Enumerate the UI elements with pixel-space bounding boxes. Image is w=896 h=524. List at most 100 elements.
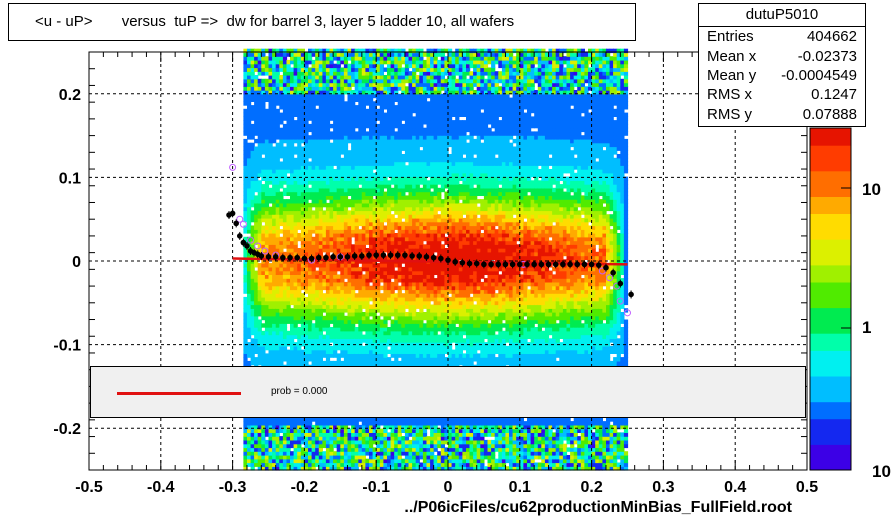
heatmap-cell <box>311 244 316 249</box>
heatmap-cell <box>329 202 334 208</box>
heatmap-cell <box>401 443 406 449</box>
heatmap-cell <box>304 443 309 449</box>
heatmap-cell <box>394 308 399 313</box>
heatmap-cell <box>300 342 305 347</box>
heatmap-cell <box>372 157 377 163</box>
heatmap-cell <box>336 187 341 193</box>
heatmap-cell <box>379 71 384 76</box>
heatmap-cell <box>401 112 406 117</box>
heatmap-cell <box>282 67 288 72</box>
heatmap-cell <box>347 71 352 76</box>
heatmap-cell <box>308 330 313 336</box>
heatmap-cell <box>397 458 402 464</box>
heatmap-cell <box>372 108 377 114</box>
heatmap-cell <box>369 428 374 433</box>
heatmap-cell <box>383 255 388 260</box>
heatmap-cell <box>394 296 399 302</box>
heatmap-cell <box>329 86 334 91</box>
heatmap-cell <box>408 172 413 178</box>
heatmap-cell <box>272 443 277 449</box>
heatmap-cell <box>347 101 352 106</box>
heatmap-cell <box>394 345 399 351</box>
heatmap-cell <box>379 266 384 272</box>
heatmap-cell <box>257 428 262 433</box>
heatmap-cell <box>279 304 284 309</box>
heatmap-cell <box>365 187 370 193</box>
heatmap-cell <box>272 293 277 298</box>
heatmap-cell <box>293 101 298 106</box>
heatmap-cell <box>315 59 320 65</box>
heatmap-cell <box>397 436 402 441</box>
heatmap-cell <box>300 319 305 324</box>
heatmap-cell <box>397 48 402 54</box>
heatmap-cell <box>279 270 284 275</box>
heatmap-cell <box>290 281 295 287</box>
heatmap-cell <box>325 195 331 200</box>
heatmap-cell <box>257 296 262 302</box>
heatmap-cell <box>322 142 327 148</box>
heatmap-cell <box>376 142 381 148</box>
heatmap-cell <box>343 176 349 181</box>
heatmap-cell <box>268 451 273 456</box>
heatmap-cell <box>404 154 410 159</box>
heatmap-cell <box>397 421 402 426</box>
heatmap-cell <box>404 285 410 291</box>
heatmap-cell <box>408 300 413 306</box>
heatmap-cell <box>293 221 298 227</box>
heatmap-cell <box>401 169 406 174</box>
heatmap-cell <box>369 146 374 151</box>
heatmap-cell <box>329 296 334 302</box>
heatmap-cell <box>372 210 377 215</box>
heatmap-cell <box>297 127 302 133</box>
heatmap-cell <box>315 225 320 230</box>
heatmap-cell <box>275 154 280 159</box>
heatmap-cell <box>308 270 313 275</box>
heatmap-cell <box>243 176 248 181</box>
heatmap-cell <box>247 334 252 339</box>
heatmap-cell <box>390 345 395 351</box>
heatmap-cell <box>390 323 395 328</box>
heatmap-cell <box>315 244 320 249</box>
heatmap-cell <box>279 455 284 460</box>
heatmap-cell <box>390 263 395 268</box>
heatmap-cell <box>372 71 377 76</box>
heatmap-cell <box>315 191 320 196</box>
heatmap-cell <box>333 221 338 227</box>
heatmap-cell <box>261 229 266 234</box>
heatmap-cell <box>369 455 374 460</box>
heatmap-cell <box>297 308 302 313</box>
heatmap-cell <box>293 146 298 151</box>
heatmap-cell <box>387 97 392 102</box>
heatmap-cell <box>365 191 370 196</box>
heatmap-cell <box>304 146 309 151</box>
heatmap-cell <box>268 300 273 306</box>
heatmap-cell <box>304 112 309 117</box>
heatmap-cell <box>408 323 413 328</box>
heatmap-cell <box>343 120 349 125</box>
heatmap-cell <box>336 236 341 242</box>
heatmap-cell <box>333 466 338 471</box>
heatmap-cell <box>361 462 366 467</box>
heatmap-cell <box>304 236 309 242</box>
heatmap-cell <box>261 240 266 245</box>
heatmap-cell <box>286 278 291 283</box>
heatmap-cell <box>264 248 270 253</box>
heatmap-cell <box>340 67 345 72</box>
heatmap-cell <box>268 191 273 196</box>
heatmap-cell <box>286 240 291 245</box>
heatmap-cell <box>351 150 356 155</box>
heatmap-cell <box>293 432 298 437</box>
heatmap-cell <box>254 233 259 238</box>
heatmap-cell <box>408 421 413 426</box>
heatmap-cell <box>404 421 410 426</box>
heatmap-cell <box>376 236 381 242</box>
heatmap-cell <box>404 101 410 106</box>
heatmap-cell <box>325 56 331 61</box>
heatmap-cell <box>354 78 359 84</box>
heatmap-cell <box>329 165 334 170</box>
heatmap-cell <box>275 67 280 72</box>
heatmap-cell <box>257 191 262 196</box>
heatmap-cell <box>354 176 359 181</box>
heatmap-cell <box>282 63 288 69</box>
heatmap-cell <box>387 105 392 110</box>
